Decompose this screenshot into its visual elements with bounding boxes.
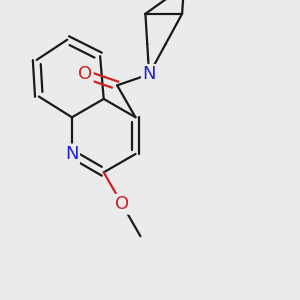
Text: O: O	[115, 195, 129, 213]
Text: N: N	[65, 145, 79, 163]
Text: N: N	[142, 65, 156, 83]
Text: O: O	[78, 65, 92, 83]
